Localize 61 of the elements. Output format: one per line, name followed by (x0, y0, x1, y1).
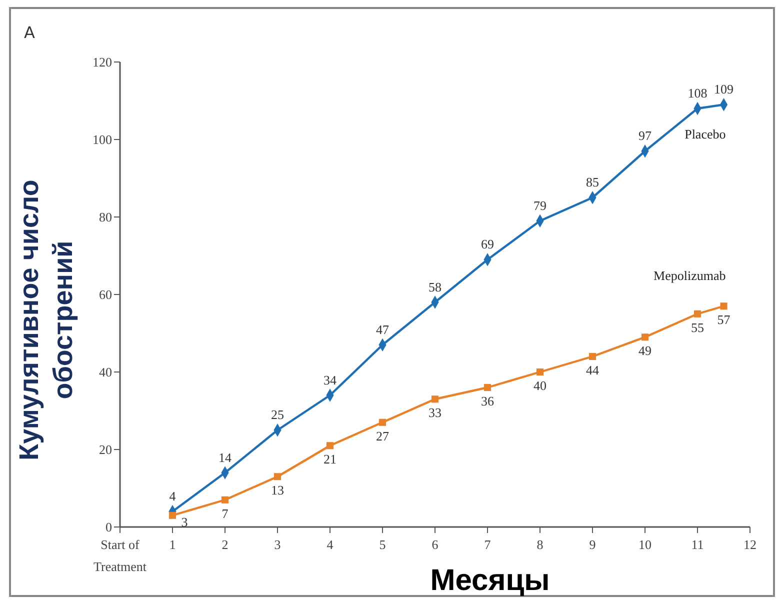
data-label: 58 (428, 279, 442, 294)
point (694, 310, 702, 318)
x-tick-label: 8 (536, 537, 544, 552)
point (221, 496, 229, 504)
y-axis-title: Кумулятивное число обострений (14, 180, 78, 460)
point (720, 302, 728, 310)
x-tick-label: 9 (589, 537, 596, 552)
x-tick-label: 2 (222, 537, 228, 552)
text: A (24, 23, 35, 42)
y-tick-label: 20 (99, 442, 112, 458)
y-tick-label: 0 (106, 520, 112, 535)
data-label: 47 (376, 322, 390, 337)
point (484, 384, 492, 392)
data-label: 14 (218, 450, 232, 465)
data-label: 21 (324, 452, 336, 467)
data-label: 44 (586, 362, 600, 378)
data-label: 13 (271, 482, 284, 498)
point (641, 334, 649, 341)
data-label: 36 (481, 394, 494, 408)
data-label: 85 (586, 174, 599, 190)
data-label: 49 (638, 343, 652, 358)
y-tick-label: 100 (92, 132, 112, 148)
y-tick-label: 80 (99, 210, 112, 225)
x-tick-label: 7 (484, 537, 492, 552)
x-tick-label: 11 (691, 537, 704, 552)
point (326, 442, 334, 450)
data-label: 3 (181, 514, 188, 530)
x-tick-label: 6 (432, 537, 439, 552)
point (378, 418, 386, 426)
point (431, 396, 439, 403)
data-label: 108 (688, 86, 708, 100)
data-label: 40 (534, 378, 546, 393)
data-label: 109 (714, 82, 734, 97)
x-tick-label: 3 (274, 537, 281, 552)
data-label: 7 (222, 506, 229, 521)
data-label: 33 (428, 405, 442, 420)
series-label: Mepolizumab (654, 268, 726, 284)
data-label: 57 (717, 312, 731, 328)
data-label: 55 (691, 320, 704, 335)
x-tick-label: 1 (169, 537, 176, 552)
point (588, 352, 596, 360)
data-label: 27 (376, 428, 390, 444)
x-tick-label: 4 (326, 537, 334, 552)
x-tick-label: 10 (638, 537, 652, 552)
data-label: 79 (534, 198, 546, 213)
data-label: 34 (324, 372, 337, 388)
data-label: 97 (638, 128, 652, 144)
data-label: 25 (271, 407, 284, 422)
x-tick-label: 5 (379, 537, 386, 552)
y-tick-label: 40 (99, 364, 112, 380)
y-tick-label: 120 (92, 54, 112, 70)
x-tick-label: 12 (744, 537, 756, 552)
data-label: 69 (481, 236, 494, 252)
series-label: Placebo (684, 126, 726, 142)
data-label: 4 (169, 488, 176, 504)
point (168, 512, 176, 519)
y-tick-label: 60 (99, 287, 112, 302)
point (536, 368, 544, 376)
x-axis-title: Месяцы (430, 564, 550, 597)
x-tick-label: Start of Treatment (94, 537, 147, 574)
point (274, 473, 282, 480)
